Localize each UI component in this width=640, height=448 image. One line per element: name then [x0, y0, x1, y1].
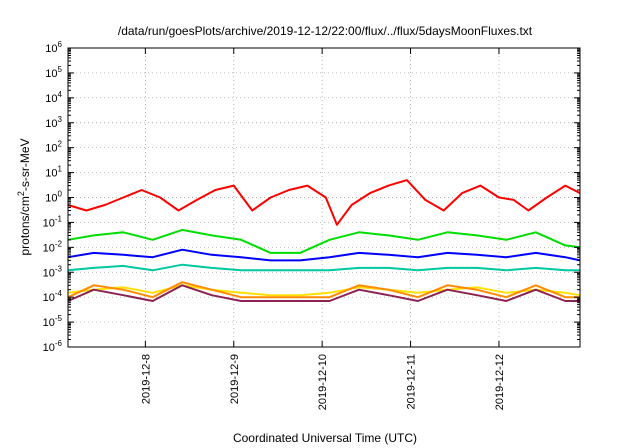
- y-tick-label: 106: [45, 40, 62, 55]
- y-tick-base: 10: [43, 217, 55, 229]
- y-tick-base: 10: [45, 43, 57, 55]
- y-tick-exponent: -3: [55, 264, 63, 273]
- y-tick-exponent: 5: [58, 65, 63, 74]
- y-tick-label: 101: [45, 165, 62, 180]
- y-tick-exponent: 3: [58, 115, 63, 124]
- y-tick-label: 100: [45, 190, 62, 205]
- x-axis-label: Coordinated Universal Time (UTC): [233, 431, 417, 445]
- series-group: [67, 179, 581, 302]
- y-tick-base: 10: [43, 242, 55, 254]
- y-tick-exponent: 1: [58, 165, 63, 174]
- x-tick-label: 2019-12-8: [140, 354, 152, 404]
- y-tick-base: 10: [45, 143, 57, 155]
- y-tick-exponent: -1: [55, 214, 63, 223]
- y-tick-label: 103: [45, 115, 62, 130]
- series-line-3: [67, 248, 581, 262]
- y-tick-base: 10: [45, 118, 57, 130]
- y-tick-exponent: -6: [55, 339, 63, 348]
- series-line-7: [67, 284, 580, 302]
- y-tick-exponent: 2: [58, 140, 63, 149]
- y-tick-base: 10: [43, 317, 55, 329]
- series-line-6: [67, 281, 580, 299]
- y-tick-base: 10: [43, 292, 55, 304]
- y-tick-exponent: 0: [58, 190, 63, 199]
- series-line-2: [67, 228, 581, 254]
- y-tick-label: 102: [45, 140, 62, 155]
- y-tick-exponent: 4: [58, 90, 63, 99]
- y-tick-base: 10: [45, 168, 57, 180]
- y-tick-label: 10-3: [43, 264, 63, 279]
- x-tick-label: 2019-12-11: [406, 354, 418, 409]
- y-axis: 10-610-510-410-310-210-11001011021031041…: [43, 40, 580, 354]
- y-tick-base: 10: [43, 342, 55, 354]
- chart-title: /data/run/goesPlots/archive/2019-12-12/2…: [118, 24, 533, 38]
- y-tick-base: 10: [43, 267, 55, 279]
- y-tick-exponent: -5: [55, 314, 63, 323]
- y-tick-exponent: 6: [58, 40, 63, 49]
- y-tick-label: 10-6: [43, 339, 63, 354]
- series-line-4: [67, 263, 580, 272]
- y-axis-label: protons/cm2-s-sr-MeV: [16, 138, 32, 255]
- y-axis-label-superscript: 2: [16, 191, 26, 196]
- y-tick-label: 10-5: [43, 314, 63, 329]
- y-tick-label: 10-4: [43, 289, 63, 304]
- y-tick-label: 105: [45, 65, 62, 80]
- series-line-5: [67, 284, 581, 297]
- x-tick-label: 2019-12-9: [229, 354, 241, 404]
- x-tick-label: 2019-12-10: [317, 354, 329, 410]
- x-tick-label: 2019-12-12: [494, 354, 506, 410]
- y-axis-label-part2: -s-sr-MeV: [18, 138, 32, 191]
- y-axis-label-part1: protons/cm: [18, 196, 32, 255]
- series-line-1: [67, 179, 581, 226]
- y-tick-base: 10: [45, 93, 57, 105]
- y-tick-label: 10-1: [43, 214, 63, 229]
- y-tick-exponent: -4: [55, 289, 63, 298]
- y-tick-base: 10: [45, 68, 57, 80]
- x-axis: 2019-12-8 2019-12-9 2019-12-10 2019-12-11 20…: [140, 48, 506, 410]
- y-tick-exponent: -2: [55, 239, 63, 248]
- y-tick-label: 104: [45, 90, 62, 105]
- y-tick-label: 10-2: [43, 239, 63, 254]
- y-tick-base: 10: [45, 193, 57, 205]
